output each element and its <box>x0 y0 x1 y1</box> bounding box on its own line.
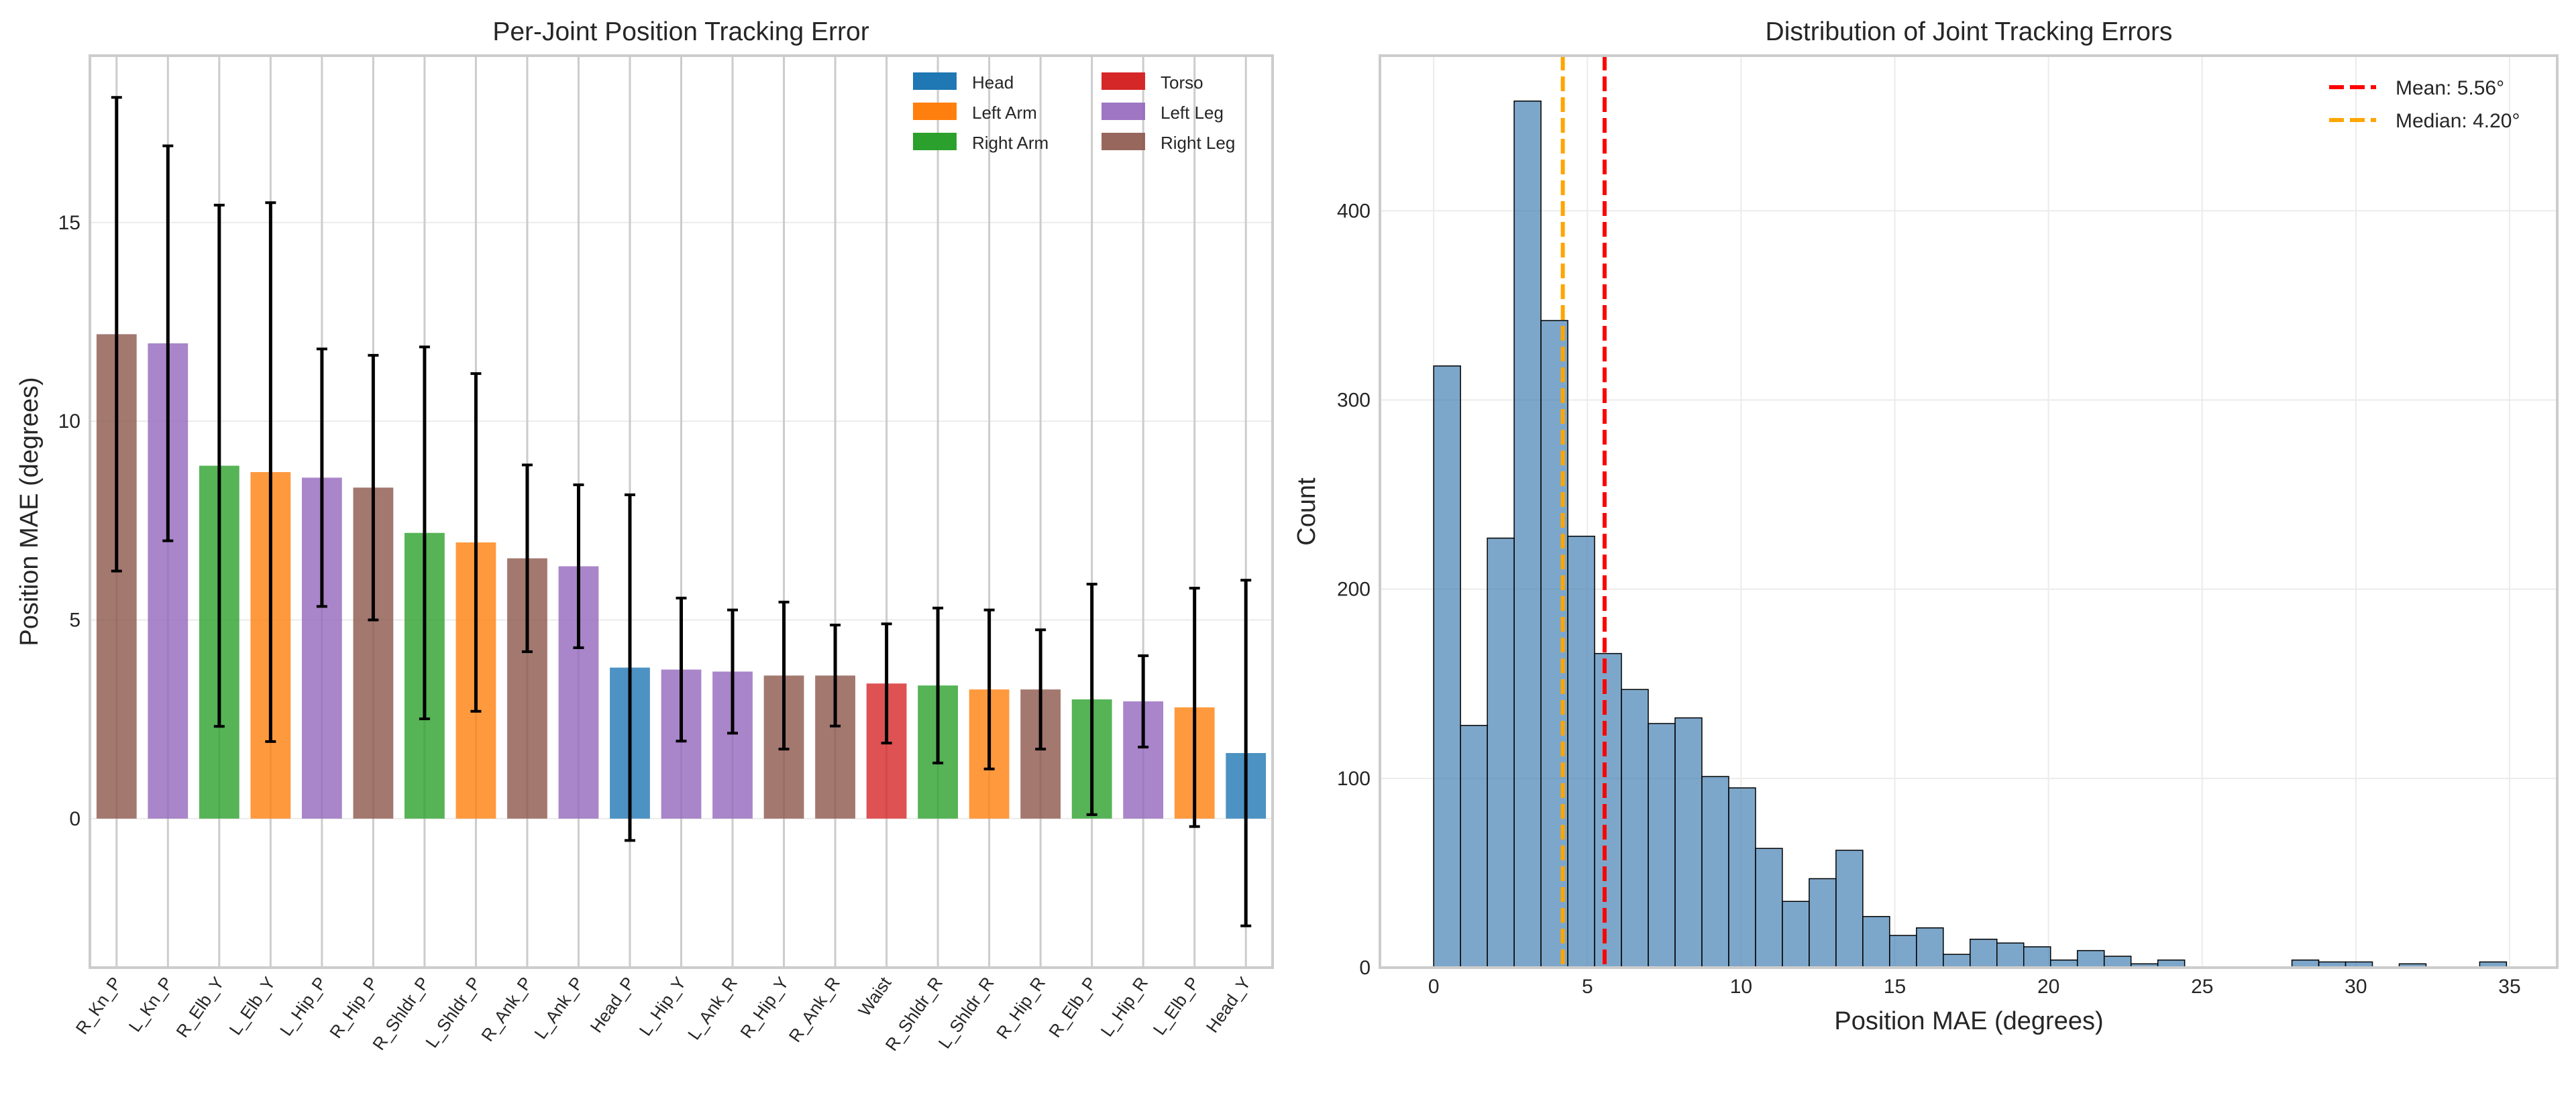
histogram-bin <box>1996 942 2025 968</box>
histogram-bin <box>1487 537 1515 968</box>
y-tick-label: 300 <box>1337 390 1371 412</box>
histogram-bin <box>1701 776 1729 968</box>
histogram-bin <box>2076 950 2105 968</box>
legend-label: Torso <box>1161 72 1203 93</box>
x-tick-label: 20 <box>2037 976 2059 998</box>
histogram-bin <box>1943 954 1971 968</box>
y-tick-label: 200 <box>1337 579 1371 601</box>
legend-swatch-head <box>913 72 957 90</box>
histogram-bin <box>2103 956 2132 968</box>
y-tick-label: 15 <box>58 212 80 234</box>
error-distribution-chart: Distribution of Joint Tracking Errors Po… <box>1293 17 2559 1035</box>
histogram-bin <box>1621 689 1649 968</box>
legend-swatch-right-leg <box>1102 133 1145 150</box>
x-tick-label: 0 <box>1428 976 1440 998</box>
histogram-bin <box>1433 365 1461 968</box>
histogram-bin <box>1755 848 1783 968</box>
y-tick-label: 5 <box>69 609 80 631</box>
histogram-bin <box>1460 725 1488 968</box>
y-tick-label: 0 <box>1359 957 1371 979</box>
legend-swatch-left-arm <box>913 103 957 120</box>
x-tick-label: 5 <box>1582 976 1593 998</box>
histogram-bin <box>1567 535 1595 968</box>
x-tick-label: 10 <box>1730 976 1752 998</box>
axes-frame <box>1379 54 2559 969</box>
histogram-bin <box>1674 717 1703 968</box>
legend: Mean: 5.56° Median: 4.20° <box>2329 77 2520 132</box>
x-tick-label: 15 <box>1884 976 1906 998</box>
legend-label: Median: 4.20° <box>2396 110 2520 132</box>
right-x-axis-label: Position MAE (degrees) <box>1834 1007 2103 1035</box>
x-tick-label: 25 <box>2191 976 2213 998</box>
legend-label: Right Leg <box>1161 133 1235 153</box>
y-tick-label: 400 <box>1337 200 1371 222</box>
legend-swatch-torso <box>1102 72 1145 90</box>
legend-label: Mean: 5.56° <box>2396 77 2504 99</box>
histogram-bin <box>1782 901 1810 968</box>
legend-label: Right Arm <box>972 133 1049 153</box>
x-tick-label: 30 <box>2345 976 2367 998</box>
histogram-bin <box>1594 652 1622 968</box>
histogram-bin <box>1835 850 1864 968</box>
legend-swatch-right-arm <box>913 133 957 150</box>
axes-frame <box>89 54 1274 969</box>
legend: Head Left Arm Right Arm Torso Left Leg Right … <box>913 72 1235 153</box>
histogram-bin <box>1916 927 1944 968</box>
histogram-bin <box>1648 723 1676 968</box>
left-chart-title: Per-Joint Position Tracking Error <box>492 17 869 46</box>
legend-label: Left Leg <box>1161 103 1224 123</box>
legend-label: Head <box>972 72 1014 93</box>
legend-swatch-left-leg <box>1102 103 1145 120</box>
histogram-bin <box>1728 787 1756 968</box>
y-tick-label: 0 <box>69 808 80 830</box>
y-tick-label: 10 <box>58 410 80 433</box>
legend-label: Left Arm <box>972 103 1037 123</box>
histogram-bin <box>2023 946 2051 968</box>
histogram-bin <box>1862 916 1890 968</box>
right-y-axis-label: Count <box>1293 477 1321 546</box>
histogram-bin <box>1889 935 1917 968</box>
histogram-bin <box>1809 878 1837 968</box>
histogram-bin <box>1513 100 1542 968</box>
y-tick-label: 100 <box>1337 768 1371 790</box>
right-chart-title: Distribution of Joint Tracking Errors <box>1766 17 2173 46</box>
histogram-bin <box>1970 938 1998 968</box>
left-y-axis-label: Position MAE (degrees) <box>15 377 44 646</box>
x-tick-label: 35 <box>2498 976 2520 998</box>
